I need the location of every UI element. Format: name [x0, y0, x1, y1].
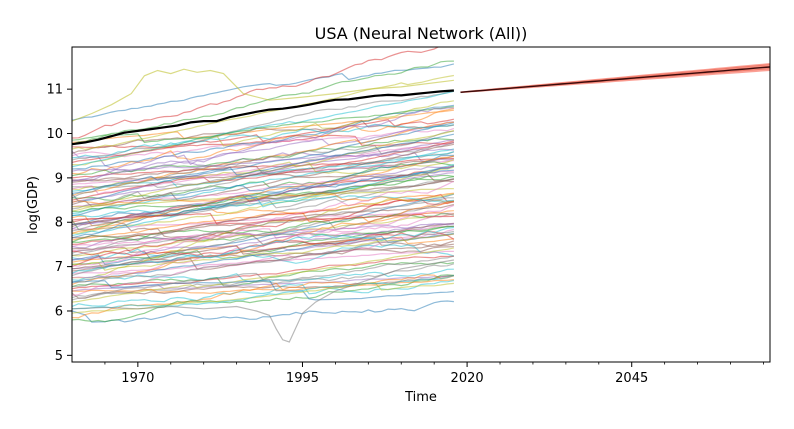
country-line — [72, 274, 454, 323]
country-line — [72, 123, 455, 159]
country-line — [72, 180, 455, 267]
country-line — [72, 212, 454, 230]
country-line — [72, 198, 455, 227]
country-line — [72, 154, 454, 239]
plot-frame — [71, 46, 771, 363]
y-tick-label-11: 11 — [46, 83, 63, 98]
country-line — [72, 155, 455, 234]
country-line — [72, 198, 454, 268]
country-line — [72, 137, 454, 177]
country-line — [72, 60, 454, 146]
country-line — [72, 107, 454, 182]
forecast-series — [460, 63, 770, 94]
x-axis-label: Time — [404, 390, 437, 405]
country-line — [72, 174, 454, 213]
country-line — [72, 300, 454, 323]
country-line — [72, 223, 454, 261]
country-line — [72, 90, 455, 161]
dip-trace — [72, 259, 454, 343]
country-line — [72, 230, 454, 288]
y-tick-label-7: 7 — [55, 260, 63, 275]
country-line — [72, 173, 454, 183]
country-line — [72, 140, 455, 201]
y-tick-label-6: 6 — [55, 304, 63, 319]
x-tick-label-1970: 1970 — [121, 371, 154, 386]
y-tick-label-9: 9 — [55, 171, 63, 186]
country-line — [72, 226, 454, 274]
country-line — [72, 142, 455, 195]
usa-series — [72, 89, 454, 146]
y-axis-label: log(GDP) — [26, 176, 41, 234]
country-line — [72, 250, 454, 274]
usa-line — [72, 89, 454, 146]
x-tick-label-2020: 2020 — [451, 371, 484, 386]
country-line — [72, 255, 454, 290]
country-line — [72, 74, 454, 151]
country-line — [72, 213, 454, 248]
country-line — [72, 192, 454, 205]
country-line — [72, 279, 454, 301]
country-line — [72, 247, 455, 303]
y-tick-label-10: 10 — [46, 127, 63, 142]
country-line — [72, 193, 454, 245]
country-line — [72, 133, 455, 194]
country-line — [72, 106, 454, 144]
country-line — [72, 63, 455, 121]
country-line — [72, 204, 455, 279]
background-country-series — [72, 47, 455, 343]
x-tick-label-2045: 2045 — [615, 371, 648, 386]
country-line — [72, 275, 455, 310]
country-line — [72, 193, 455, 265]
y-axis: 5 6 7 8 9 10 11 — [46, 83, 72, 364]
country-line — [72, 134, 454, 149]
x-tick-label-1995: 1995 — [286, 371, 319, 386]
country-line — [72, 244, 455, 264]
country-line — [72, 178, 455, 226]
country-line — [72, 109, 454, 143]
country-line — [72, 203, 455, 239]
country-line — [72, 197, 454, 257]
country-line — [72, 143, 455, 208]
country-line — [72, 195, 454, 218]
country-line — [72, 118, 455, 163]
country-line — [72, 255, 455, 301]
country-line — [72, 142, 455, 199]
y-tick-label-8: 8 — [55, 216, 63, 231]
country-line — [72, 233, 455, 271]
peak-trace — [72, 68, 454, 122]
y-tick-label-5: 5 — [55, 349, 63, 364]
country-line — [72, 210, 454, 241]
x-axis: 1970 1995 2020 2045 — [104, 362, 764, 386]
chart-title: USA (Neural Network (All)) — [315, 24, 528, 43]
country-line — [72, 47, 440, 139]
forecast-mean-line — [460, 66, 770, 93]
country-line — [72, 163, 455, 237]
